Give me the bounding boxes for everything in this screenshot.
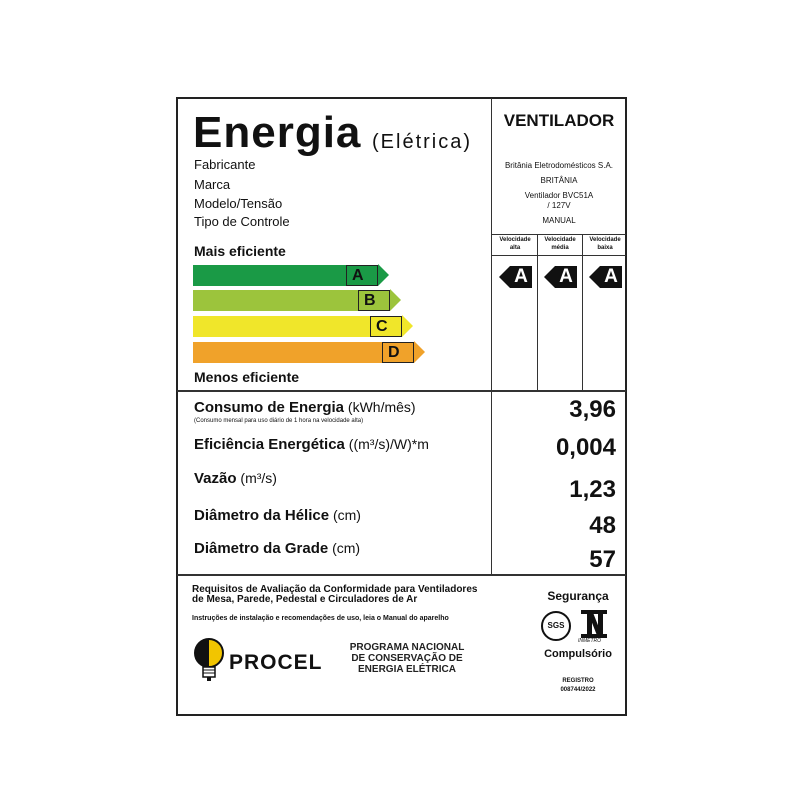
class-bar bbox=[193, 316, 370, 337]
metric-value: 48 bbox=[589, 512, 616, 539]
metric-name: Vazão bbox=[194, 470, 237, 487]
inmetro-logo bbox=[575, 610, 613, 638]
speed-header: média bbox=[551, 245, 569, 251]
metric-efficiency: Eficiência Energética ((m³/s)/W)*m bbox=[194, 436, 429, 453]
requirements-text: Requisitos de Avaliação da Conformidade … bbox=[192, 585, 477, 605]
registry-label: REGISTRO bbox=[562, 678, 594, 684]
procel-bulb-logo bbox=[194, 637, 226, 683]
instructions-text: Instruções de instalação e recomendações… bbox=[192, 615, 449, 622]
divider bbox=[177, 390, 626, 392]
program-line: PROGRAMA NACIONAL bbox=[349, 642, 465, 653]
class-arrow bbox=[390, 289, 401, 311]
metric-unit: (cm) bbox=[332, 540, 361, 556]
manufacturer-value: Britânia Eletrodomésticos S.A. bbox=[504, 161, 614, 170]
control-value: MANUAL bbox=[542, 216, 576, 225]
grade-low-speed: A bbox=[589, 266, 622, 288]
field-label: Marca bbox=[194, 177, 231, 192]
voltage-value: / 127V bbox=[547, 201, 571, 210]
metric-name: Diâmetro da Hélice bbox=[194, 507, 330, 524]
efficiency-class-d: D bbox=[193, 341, 425, 363]
class-bar bbox=[193, 265, 346, 286]
requirements-line: Requisitos de Avaliação da Conformidade … bbox=[192, 584, 478, 595]
program-line: ENERGIA ELÉTRICA bbox=[358, 664, 456, 675]
class-arrow bbox=[402, 315, 413, 337]
speed-header: Velocidade bbox=[499, 237, 531, 243]
class-letter: A bbox=[346, 265, 378, 286]
label-title: Energia bbox=[193, 108, 362, 157]
metric-value: 57 bbox=[589, 546, 616, 573]
inmetro-text: INMETRO bbox=[578, 638, 602, 644]
divider bbox=[537, 235, 538, 391]
efficiency-class-c: C bbox=[193, 315, 413, 337]
efficiency-class-a: A bbox=[193, 264, 389, 286]
class-bar bbox=[193, 342, 382, 363]
security-label: Segurança bbox=[547, 589, 609, 603]
program-line: DE CONSERVAÇÃO DE bbox=[351, 653, 463, 664]
brand-value: BRITÂNIA bbox=[540, 176, 578, 185]
class-letter: D bbox=[382, 342, 414, 363]
metric-flow: Vazão (m³/s) bbox=[194, 470, 277, 487]
grade-letter: A bbox=[555, 266, 577, 288]
metric-unit: ((m³/s)/W)*m bbox=[348, 436, 429, 452]
divider bbox=[491, 98, 492, 575]
product-type: VENTILADOR bbox=[503, 111, 615, 130]
divider bbox=[582, 235, 583, 391]
field-label: Modelo/Tensão bbox=[194, 196, 283, 211]
scale-bottom-label: Menos eficiente bbox=[194, 369, 300, 385]
requirements-line: de Mesa, Parede, Pedestal e Circuladores… bbox=[192, 594, 418, 605]
registry-number: 008744/2022 bbox=[560, 687, 596, 693]
metric-value: 0,004 bbox=[555, 434, 616, 461]
procel-logo-text: PROCEL bbox=[229, 651, 323, 674]
speed-header: baixa bbox=[597, 245, 613, 251]
grade-letter: A bbox=[600, 266, 622, 288]
class-letter: C bbox=[370, 316, 402, 337]
metric-unit: (m³/s) bbox=[240, 470, 277, 486]
grade-letter: A bbox=[510, 266, 532, 288]
scale-top-label: Mais eficiente bbox=[194, 243, 286, 259]
divider bbox=[492, 255, 626, 256]
speed-header: Velocidade bbox=[544, 237, 576, 243]
field-label: Fabricante bbox=[194, 157, 256, 172]
metric-name: Diâmetro da Grade bbox=[194, 540, 329, 557]
grade-medium-speed: A bbox=[544, 266, 577, 288]
field-label: Tipo de Controle bbox=[194, 214, 290, 229]
model-value: Ventilador BVC51A bbox=[524, 191, 594, 200]
metric-note: (Consumo mensal para uso diário de 1 hor… bbox=[194, 418, 364, 424]
metric-name: Consumo de Energia bbox=[194, 399, 345, 416]
metric-value: 3,96 bbox=[569, 396, 616, 423]
program-text: PROGRAMA NACIONAL DE CONSERVAÇÃO DE ENERGI… bbox=[332, 642, 482, 675]
metric-unit: (cm) bbox=[332, 507, 361, 523]
metric-grid: Diâmetro da Grade (cm) bbox=[194, 540, 360, 557]
metric-propeller: Diâmetro da Hélice (cm) bbox=[194, 507, 361, 524]
metric-name: Eficiência Energética bbox=[194, 436, 345, 453]
metric-unit: (kWh/mês) bbox=[347, 399, 416, 415]
label-subtitle: (Elétrica) bbox=[372, 131, 473, 153]
energy-label bbox=[176, 97, 627, 716]
speed-header: alta bbox=[509, 245, 521, 251]
class-bar bbox=[193, 290, 358, 311]
metric-value: 1,23 bbox=[569, 476, 616, 503]
divider bbox=[177, 574, 626, 576]
class-arrow bbox=[414, 341, 425, 363]
class-arrow bbox=[378, 264, 389, 286]
divider bbox=[492, 234, 626, 235]
compulsory-label: Compulsório bbox=[544, 648, 612, 660]
class-letter: B bbox=[358, 290, 390, 311]
sgs-logo: SGS bbox=[541, 611, 571, 641]
metric-consumption: Consumo de Energia (kWh/mês) bbox=[194, 399, 416, 416]
speed-header: Velocidade bbox=[589, 237, 621, 243]
grade-high-speed: A bbox=[499, 266, 532, 288]
efficiency-class-b: B bbox=[193, 289, 401, 311]
